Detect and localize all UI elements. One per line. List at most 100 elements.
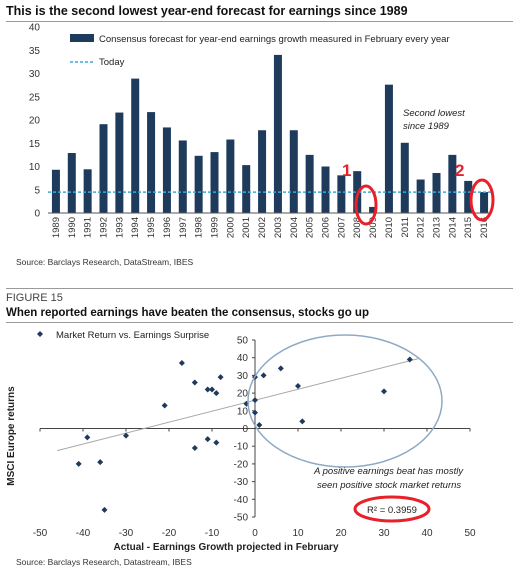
scatter-point [191,444,198,451]
scatter-x-tick-label: 0 [252,528,258,539]
bar-2000 [226,139,235,213]
scatter-point [277,365,284,372]
bar-y-tick-label: 25 [29,92,41,103]
scatter-title-rule [6,322,513,323]
scatter-x-tick-label: -40 [76,528,91,539]
legend-bar-swatch [70,34,94,42]
scatter-points [75,356,413,513]
highlight-circle-2009 [354,184,378,226]
positive-region-ellipse [247,334,443,468]
scatter-y-tick-label: -10 [234,442,249,453]
bar-y-tick-label: 30 [29,69,41,80]
bar-2014 [448,154,457,213]
bar-x-tick-label: 2009 [368,217,379,238]
scatter-y-axis-title: MSCI Europe returns [6,386,17,486]
scatter-x-tick-label: 10 [292,528,304,539]
bar-x-tick-label: 2005 [305,217,316,238]
scatter-x-tick-label: -10 [205,528,220,539]
bar-x-tick-label: 2016 [479,217,490,238]
highlight-marker-one: 1 [342,161,351,180]
bar-x-tick-label: 2002 [257,217,268,238]
positive-note-line1: A positive earnings beat has mostly [313,466,464,477]
scatter-y-tick-label: 50 [237,336,249,347]
r-squared-value: R² = 0.3959 [367,505,417,516]
scatter-point [209,386,215,393]
bar-1995 [147,112,156,213]
scatter-point [204,386,211,393]
bar-2005 [305,154,314,213]
positive-note-line2: seen positive stock market returns [317,480,461,491]
scatter-y-tick-label: -20 [234,459,249,470]
scatter-x-tick-label: -50 [33,528,48,539]
bar-x-tick-label: 2008 [352,217,363,238]
scatter-x-axis-title: Actual - Earnings Growth projected in Fe… [113,542,338,553]
bar-1991 [83,169,92,213]
earnings-forecast-bar-chart: 0 5 10 15 20 25 30 35 40 1989 1990 1991 1992 1993 199… [29,23,495,238]
bar-x-tick-label: 1996 [162,217,173,238]
bar-x-tick-label: 2001 [241,217,252,238]
bar-1990 [67,153,76,213]
bar-x-tick-label: 1990 [67,217,78,238]
scatter-point [123,432,129,439]
scatter-point [101,506,108,513]
bar-x-tick-label: 2012 [416,217,427,238]
bar-2001 [242,165,251,213]
bar-1992 [99,124,108,213]
highlight-circle-2016 [469,178,495,222]
bar-2012 [416,179,425,213]
bar-2006 [321,166,330,213]
scatter-y-tick-label: 40 [237,353,249,364]
scatter-point [191,379,198,386]
bar-x-tick-label: 1991 [83,217,94,238]
scatter-axes [39,339,471,518]
scatter-y-tick-labels: -50 -40 -30 -20 -10 0 10 20 30 40 50 [234,336,249,524]
r-squared-highlight-ellipse [353,495,431,523]
scatter-point [295,383,301,390]
bar-x-tick-label: 1999 [210,217,221,238]
legend-bar-label: Consensus forecast for year-end earnings… [99,34,450,45]
bar-1994 [131,78,140,213]
scatter-point [213,439,220,446]
bar-y-tick-label: 40 [29,23,41,34]
second-lowest-note-line1: Second lowest [403,108,465,119]
bar-2009 [369,206,378,213]
scatter-point [252,397,258,404]
bar-2016 [480,192,489,213]
bar-y-tick-label: 10 [29,162,41,173]
second-lowest-note-line2: since 1989 [403,121,450,132]
figure-label: FIGURE 15 [6,292,63,304]
bar-1996 [162,127,171,213]
earnings-surprise-scatter-chart: -50 -40 -30 -20 -10 0 10 20 30 40 50 -50-40-30-20-… [6,330,476,553]
legend-point-label: Market Return vs. Earnings Surprise [56,330,209,341]
scatter-point [217,374,224,381]
bar-x-tick-label: 1993 [114,217,125,238]
scatter-trendline [57,358,419,452]
legend-today-label: Today [99,57,125,68]
highlight-marker-two: 2 [455,161,464,180]
bar-2013 [432,173,441,213]
bar-2002 [258,130,267,213]
bar-chart-x-labels: 1989 1990 1991 1992 1993 1994 1995 1996 1997 1998… [51,217,490,238]
legend-point-swatch [37,331,43,337]
scatter-y-tick-label: -40 [234,495,249,506]
scatter-x-tick-label: 30 [378,528,390,539]
scatter-point [97,459,104,466]
section-divider [6,288,513,289]
top-chart-title: This is the second lowest year-end forec… [6,4,408,18]
scatter-y-tick-label: -50 [234,513,249,524]
bar-2007 [337,175,346,213]
bar-x-tick-label: 2011 [400,217,411,237]
title-rule [6,21,513,22]
bar-1999 [210,152,219,213]
bar-2015 [464,180,473,213]
bar-chart-y-axis: 0 5 10 15 20 25 30 35 40 [29,23,41,220]
bar-chart-legend: Consensus forecast for year-end earnings… [70,34,450,68]
scatter-point [75,460,82,467]
scatter-point [213,390,220,397]
bar-x-tick-label: 2014 [447,217,458,238]
scatter-x-tick-label: 50 [464,528,476,539]
bar-x-tick-label: 2010 [384,217,395,238]
scatter-point [299,418,306,425]
bar-1997 [178,140,187,213]
bar-x-tick-label: 2006 [321,217,332,238]
